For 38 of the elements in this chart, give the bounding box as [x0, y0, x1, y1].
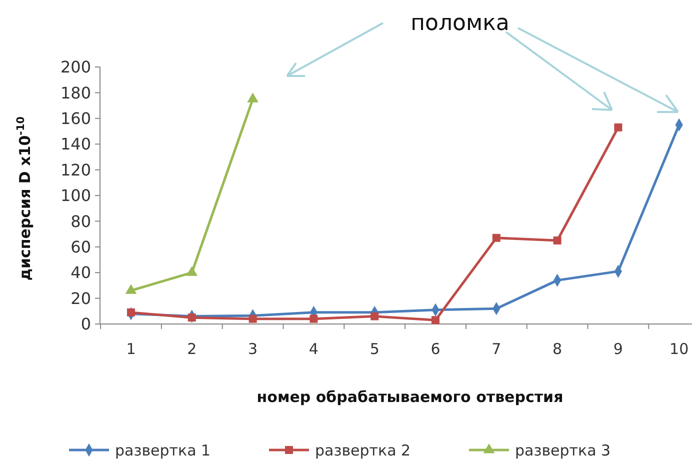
legend-label: развертка 3 — [515, 441, 611, 460]
x-tick-label: 5 — [370, 340, 380, 358]
point — [370, 312, 379, 320]
point — [310, 314, 318, 323]
point — [127, 308, 135, 316]
point — [432, 316, 440, 324]
x-tick-label: 8 — [552, 340, 562, 358]
y-tick-label: 140 — [60, 134, 91, 154]
y-tick-label: 200 — [60, 58, 91, 77]
y-tick-label: 160 — [60, 109, 91, 128]
y-tick-label: 80 — [70, 212, 91, 231]
point — [248, 314, 257, 323]
x-tick-label: 7 — [492, 340, 502, 358]
x-axis-title: номер обрабатываемого отверстия — [256, 388, 564, 406]
point — [614, 123, 622, 132]
x-tick-label: 6 — [430, 340, 440, 358]
y-tick-label: 40 — [70, 263, 91, 282]
legend-label: развертка 2 — [315, 441, 411, 460]
y-tick-label: 100 — [60, 186, 91, 206]
point — [553, 236, 562, 244]
point — [125, 284, 137, 294]
point — [186, 266, 198, 276]
y-tick-label: 60 — [70, 238, 91, 256]
point — [188, 314, 196, 322]
x-tick-label: 2 — [187, 340, 197, 358]
x-tick-label: 3 — [248, 340, 258, 358]
y-tick-label: 120 — [60, 160, 91, 180]
x-tick-label: 10 — [670, 340, 689, 358]
y-tick-label: 180 — [60, 83, 91, 102]
x-tick-label: 9 — [613, 340, 623, 358]
x-tick-label: 4 — [308, 340, 318, 358]
x-tick-label: 1 — [126, 340, 136, 358]
legend-label: развертка 1 — [115, 441, 211, 460]
point — [492, 234, 500, 242]
y-tick-label: 20 — [70, 288, 91, 308]
text: поломка — [410, 11, 510, 36]
point — [247, 92, 258, 102]
y-tick-label: 0 — [80, 314, 91, 334]
